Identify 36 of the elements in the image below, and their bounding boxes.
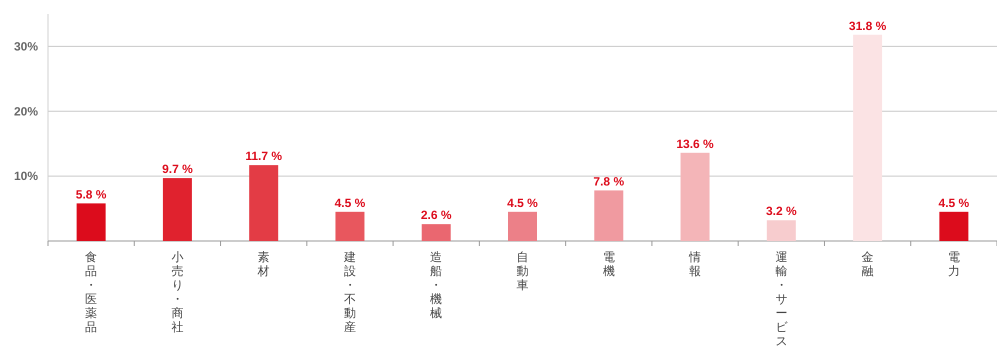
data-label: 4.5 %	[938, 196, 970, 210]
x-tick-label: 自動車	[516, 250, 528, 292]
bar	[249, 165, 278, 241]
data-label: 9.7 %	[162, 162, 194, 176]
y-tick-label: 10%	[14, 169, 38, 184]
x-tick-label: 電力	[948, 250, 960, 278]
data-label: 4.5 %	[507, 196, 538, 210]
bar	[853, 34, 882, 241]
data-label: 4.5 %	[334, 196, 366, 210]
data-label: 11.7 %	[245, 149, 282, 164]
data-label: 2.6 %	[420, 208, 452, 222]
x-tick-label: 電機	[602, 250, 615, 278]
data-label: 7.8 %	[593, 174, 624, 188]
x-tick-label: 小売り・商社	[171, 250, 184, 334]
data-label: 13.6 %	[676, 136, 714, 151]
y-tick-label: 30%	[14, 39, 38, 54]
x-tick-label: 素材	[256, 250, 270, 278]
bar	[422, 224, 451, 241]
bar	[162, 178, 192, 241]
bar	[594, 190, 624, 241]
y-tick-label: 20%	[14, 104, 38, 118]
bar	[766, 220, 796, 241]
x-tick-label: 造船・機械	[430, 250, 442, 320]
data-label: 3.2 %	[766, 204, 797, 218]
bar	[508, 212, 537, 241]
x-tick-label: 運輸・サービス	[775, 250, 788, 348]
x-tick-label: 金融	[862, 250, 874, 278]
data-label: 5.8 %	[76, 187, 107, 202]
bar	[680, 152, 710, 241]
x-tick-label: 情報	[688, 250, 702, 278]
bar	[335, 212, 364, 241]
bar	[939, 212, 968, 241]
x-tick-label: 食品・医薬品	[85, 250, 98, 334]
data-label: 31.8 %	[848, 18, 887, 33]
bar	[76, 203, 106, 241]
x-tick-label: 建設・不動産	[342, 250, 356, 334]
